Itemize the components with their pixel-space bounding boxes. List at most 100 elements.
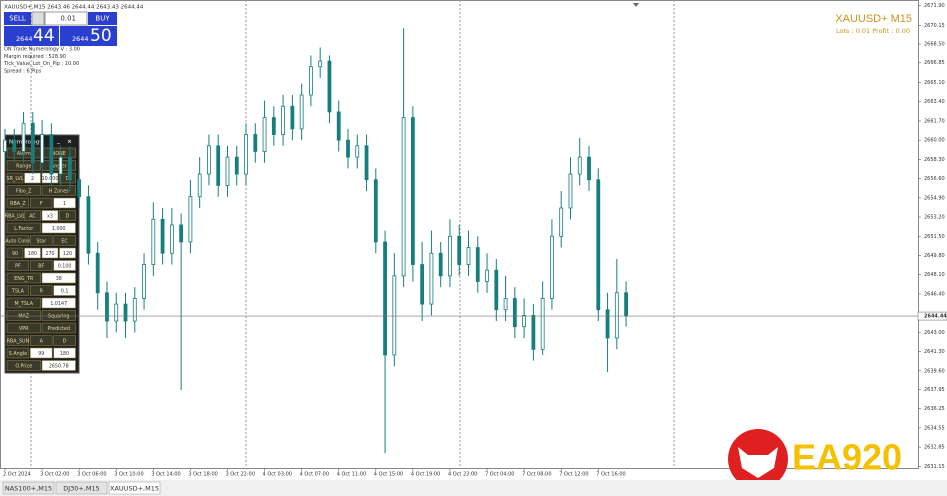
panel-cell-label[interactable]: 1 [63, 201, 66, 207]
panel-cell-label[interactable]: 90 [12, 251, 18, 257]
panel-cell[interactable] [41, 322, 76, 334]
panel-cell-label[interactable]: 1.0147 [50, 301, 67, 307]
panel-cell[interactable] [6, 272, 41, 284]
panel-cell-label[interactable]: H Zones [49, 188, 69, 194]
panel-cell-label[interactable]: NONE [52, 151, 66, 157]
panel-cell[interactable] [6, 197, 30, 209]
panel-cell[interactable] [53, 285, 76, 296]
ask-small[interactable]: 50 [90, 26, 112, 46]
panel-cell-label[interactable]: 0.100 [58, 263, 72, 269]
panel-cell-label[interactable]: 2 [31, 176, 34, 182]
tab[interactable] [55, 481, 108, 495]
panel-cell-label[interactable]: SR_LVL [7, 176, 24, 182]
panel-cell[interactable] [30, 335, 53, 346]
tab[interactable] [2, 481, 55, 495]
panel-cell[interactable] [6, 210, 24, 221]
panel-cell-label[interactable]: RBA_LVL [5, 213, 26, 219]
panel-cell-label[interactable]: Range [16, 163, 31, 169]
buy-button[interactable] [88, 12, 117, 25]
panel-cell[interactable] [41, 247, 59, 259]
panel-cell[interactable] [24, 247, 41, 259]
panel-cell[interactable] [6, 185, 41, 196]
panel-cell-label[interactable]: S.Angle [9, 351, 27, 357]
panel-cell[interactable] [41, 360, 76, 371]
panel-cell-label[interactable]: 120 [63, 251, 72, 257]
panel-cell-label[interactable]: O.Price [15, 363, 32, 369]
panel-close[interactable]: ✕ [67, 139, 72, 146]
panel-cell[interactable] [30, 235, 53, 246]
panel-cell[interactable] [59, 247, 76, 259]
panel-cell[interactable] [53, 260, 76, 271]
panel-cell[interactable] [53, 335, 76, 346]
panel-cell[interactable] [6, 260, 30, 271]
panel-cell[interactable] [6, 335, 30, 346]
bid-big[interactable]: 2644 [16, 35, 33, 43]
tab-label[interactable]: XAUUSD+,M15 [110, 485, 159, 493]
panel-cell-label[interactable]: ENG_TR [14, 276, 34, 282]
panel-cell[interactable] [6, 360, 41, 371]
panel-cell[interactable] [41, 222, 76, 234]
panel-cell-label[interactable]: Predicted [47, 326, 70, 332]
panel-cell-label[interactable]: RBA_SUN [7, 338, 30, 344]
panel-cell-label[interactable]: Auto Color [5, 238, 30, 244]
panel-cell-label[interactable]: R [40, 288, 44, 294]
lot-input[interactable] [44, 11, 88, 26]
panel-cell-label[interactable]: EC [61, 238, 68, 244]
panel-cell-label[interactable]: L.Factor [14, 226, 33, 232]
panel-cell[interactable] [41, 185, 76, 196]
panel-cell-label[interactable]: RBA_Z [10, 201, 26, 207]
panel-cell-label[interactable]: 270 [45, 251, 54, 257]
panel-cell-label[interactable]: D [66, 213, 70, 219]
buy-label[interactable]: BUY [95, 15, 110, 23]
panel-cell-label[interactable]: D [66, 176, 70, 182]
lot-value[interactable]: 0.01 [60, 15, 76, 23]
tab[interactable] [108, 481, 161, 495]
lot-spin[interactable] [31, 11, 45, 26]
panel-cell[interactable] [53, 347, 76, 359]
panel-cell[interactable] [41, 210, 59, 221]
bid-box[interactable] [4, 26, 59, 46]
panel-cell[interactable] [41, 297, 76, 309]
panel-cell[interactable] [30, 347, 53, 359]
panel-cell-label[interactable]: PF [15, 263, 21, 269]
panel-cell-label[interactable]: 1.000 [52, 226, 66, 232]
ask-big[interactable]: 2644 [72, 35, 89, 43]
panel-cell-label[interactable]: 38 [56, 276, 62, 282]
sell-button[interactable] [4, 12, 31, 25]
panel-minimize[interactable]: _ [56, 138, 61, 145]
panel-cell[interactable] [59, 172, 76, 184]
tab-label[interactable]: NAS100+,M15 [5, 485, 52, 493]
panel-cell[interactable] [6, 347, 30, 359]
panel-cell-label[interactable]: 180 [28, 251, 37, 257]
panel-cell[interactable] [6, 297, 41, 309]
panel-cell-label[interactable]: VPR [19, 326, 29, 332]
panel-cell-label[interactable]: F [40, 201, 43, 207]
panel-cell[interactable] [6, 222, 41, 234]
panel-cell[interactable] [30, 197, 53, 209]
panel-cell-label[interactable]: TSLA [11, 288, 25, 294]
tab-label[interactable]: DJ30+,M15 [63, 485, 100, 493]
panel-cell-label[interactable]: Fibo_Z [16, 188, 32, 194]
panel-cell-label[interactable]: 0.1 [61, 288, 69, 294]
panel-cell-label[interactable]: A [40, 338, 44, 344]
panel-cell[interactable] [6, 247, 24, 259]
panel-cell[interactable] [6, 285, 30, 296]
panel-cell[interactable] [6, 310, 41, 321]
panel-cell[interactable] [30, 285, 53, 296]
panel-cell[interactable] [59, 210, 76, 221]
panel-cell-label[interactable]: Star [36, 238, 46, 244]
panel-cell[interactable] [41, 310, 76, 321]
bid-small[interactable]: 44 [33, 26, 55, 46]
ask-box[interactable] [60, 26, 117, 46]
panel-cell-label[interactable]: 99 [38, 351, 44, 357]
panel-cell-label[interactable]: AC [29, 213, 36, 219]
panel-cell[interactable] [6, 172, 24, 184]
panel-cell[interactable] [41, 272, 76, 284]
panel-cell-label[interactable]: M_TSLA [14, 301, 33, 307]
panel-cell-label[interactable]: D [63, 338, 67, 344]
panel-cell-label[interactable]: BF [38, 263, 44, 269]
panel-cell[interactable] [6, 322, 41, 334]
panel-cell-label[interactable]: x3 [47, 213, 53, 219]
panel-cell[interactable] [6, 235, 30, 246]
panel-cell[interactable] [24, 210, 41, 221]
